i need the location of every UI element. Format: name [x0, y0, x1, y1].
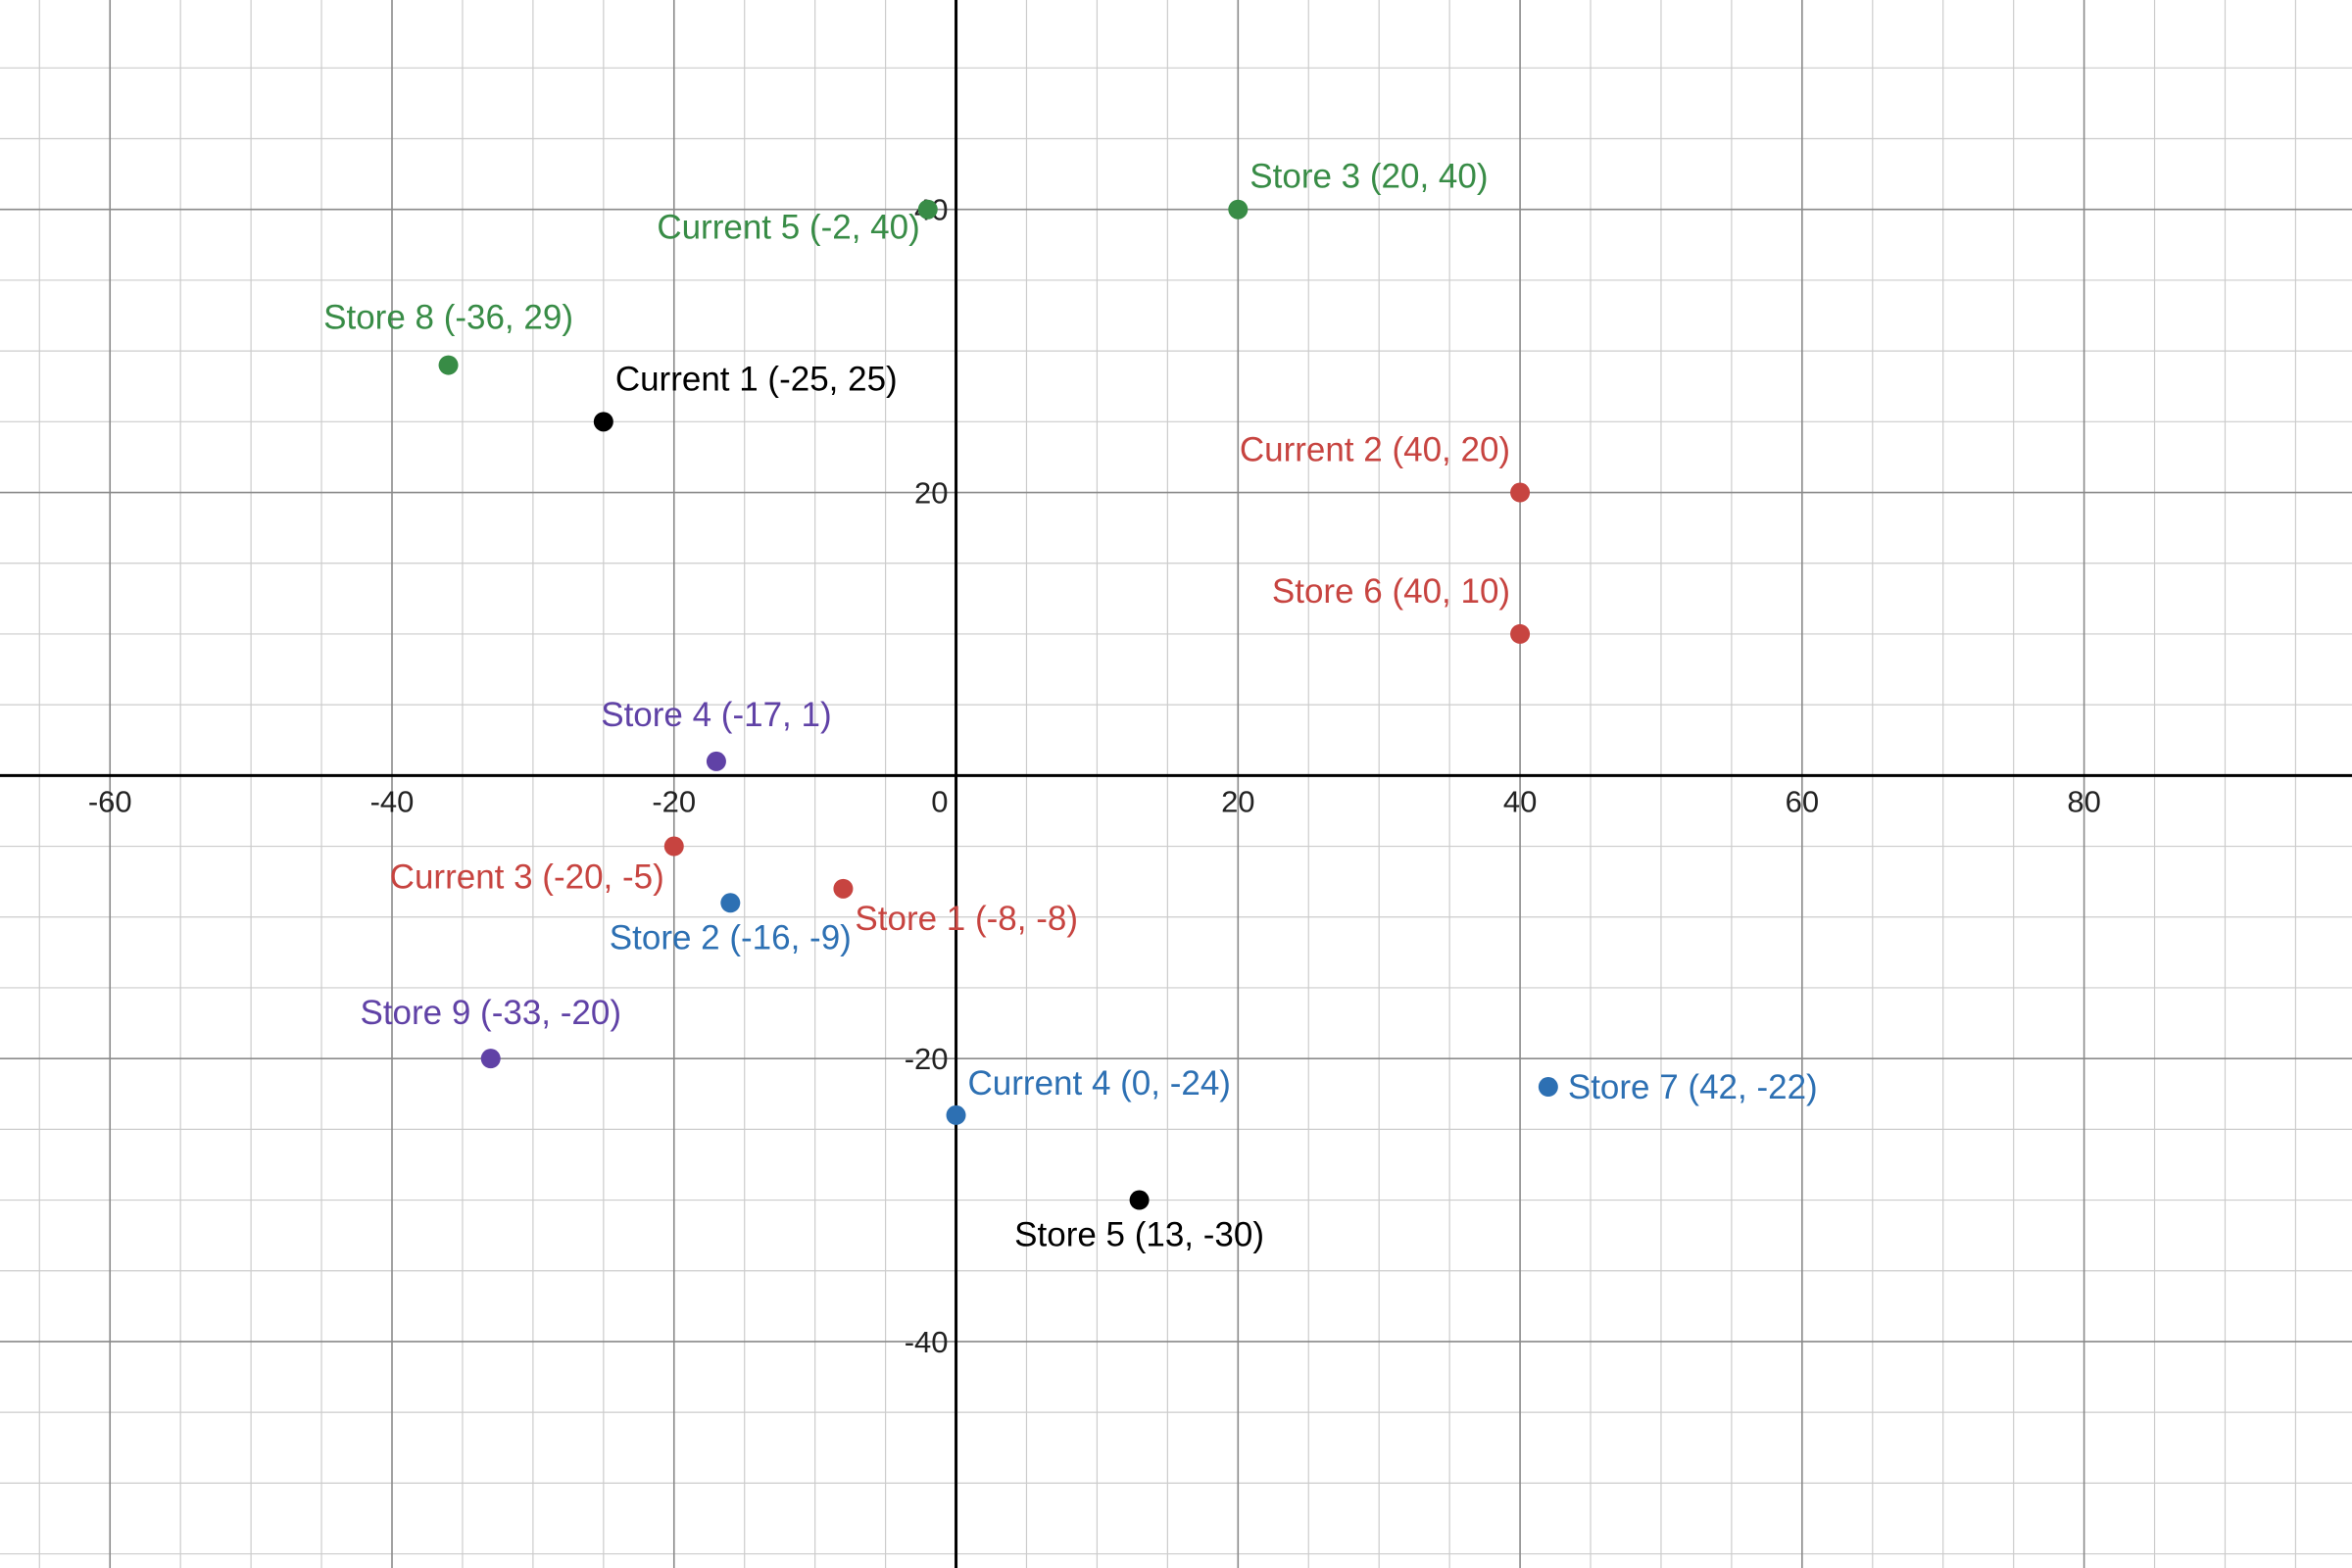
data-point-label: Store 3 (20, 40) [1250, 158, 1488, 196]
x-tick-label: 60 [1786, 784, 1819, 818]
data-point[interactable] [833, 878, 854, 899]
data-point-label: Current 5 (-2, 40) [657, 209, 919, 247]
data-point[interactable] [1129, 1190, 1150, 1210]
data-point[interactable] [917, 199, 938, 220]
data-point-label: Store 6 (40, 10) [1272, 572, 1510, 611]
data-point-label: Store 7 (42, -22) [1568, 1068, 1818, 1106]
data-point-label: Store 5 (13, -30) [1014, 1216, 1264, 1254]
data-point[interactable] [438, 355, 459, 375]
data-point[interactable] [663, 836, 684, 857]
data-point[interactable] [706, 751, 726, 771]
data-point[interactable] [1228, 199, 1249, 220]
data-point-label: Store 9 (-33, -20) [360, 994, 621, 1032]
x-tick-label: 20 [1221, 784, 1254, 818]
data-points [438, 199, 1558, 1210]
data-point-label: Store 1 (-8, -8) [855, 900, 1078, 938]
data-point[interactable] [1538, 1077, 1558, 1098]
x-tick-label: 0 [931, 784, 948, 818]
x-tick-label: -60 [88, 784, 132, 818]
tick-labels: -60-40-200204060804020-20-40 [88, 193, 2101, 1359]
data-point[interactable] [946, 1104, 966, 1125]
data-point[interactable] [593, 412, 613, 432]
data-point-label: Store 4 (-17, 1) [601, 696, 831, 734]
data-point-label: Current 1 (-25, 25) [615, 360, 898, 398]
data-point-label: Current 2 (40, 20) [1240, 431, 1510, 469]
y-tick-label: -20 [905, 1042, 949, 1076]
data-point[interactable] [480, 1049, 501, 1069]
y-tick-label: -40 [905, 1325, 949, 1359]
x-tick-label: 40 [1503, 784, 1537, 818]
x-tick-label: -40 [370, 784, 415, 818]
data-labels: Store 3 (20, 40) Current 5 (-2, 40) Store … [323, 158, 1818, 1254]
data-point[interactable] [1510, 482, 1531, 503]
data-point-label: Current 4 (0, -24) [968, 1064, 1231, 1102]
data-point[interactable] [720, 893, 741, 913]
data-point-label: Current 3 (-20, -5) [390, 858, 664, 897]
y-tick-label: 20 [914, 476, 948, 511]
data-point-label: Store 2 (-16, -9) [610, 918, 852, 956]
x-tick-label: 80 [2067, 784, 2100, 818]
data-point[interactable] [1510, 623, 1531, 644]
x-tick-label: -20 [652, 784, 696, 818]
data-point-label: Store 8 (-36, 29) [323, 299, 573, 337]
